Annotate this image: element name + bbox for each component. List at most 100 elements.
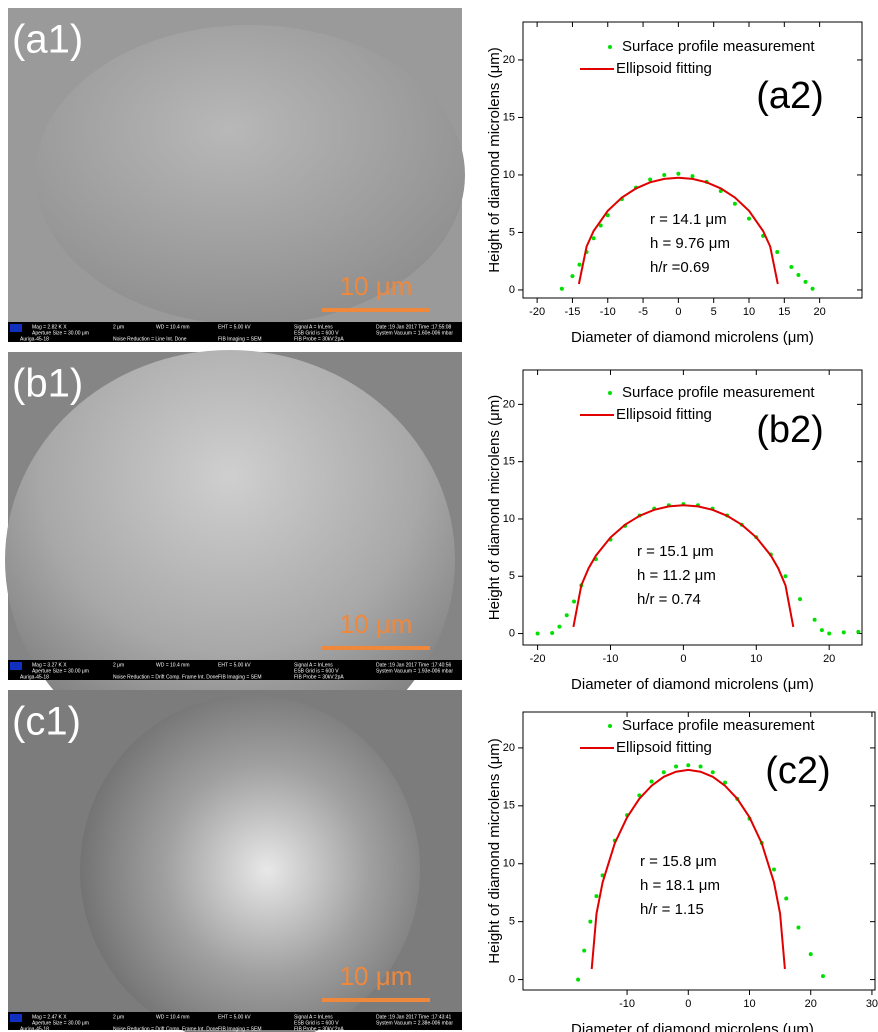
data-point	[810, 286, 815, 291]
logo	[10, 324, 22, 332]
info-text: Mag = 2.82 K X	[32, 324, 67, 330]
data-point	[690, 174, 695, 179]
info-text: Aperture Size = 30.00 μm	[32, 1020, 89, 1026]
data-point	[662, 172, 667, 177]
legend-marker	[608, 724, 612, 728]
data-point	[661, 770, 666, 775]
data-point	[732, 201, 737, 206]
x-tick-label: 10	[750, 653, 762, 665]
fit-line	[577, 176, 779, 285]
data-point	[841, 630, 846, 635]
x-tick-label: 0	[685, 998, 691, 1010]
data-point	[808, 952, 813, 957]
info-text: 2 μm	[113, 1014, 124, 1020]
x-axis-label: Diameter of diamond microlens (μm)	[571, 1021, 814, 1032]
data-point	[674, 764, 679, 769]
info-text: System Vacuum = 1.93e-006 mbar	[376, 668, 453, 674]
info-text: FIB Probe = 30kV:2pA	[294, 336, 344, 342]
annotation: h/r = 0.74	[637, 591, 701, 608]
data-point	[798, 597, 803, 602]
info-text: Noise Reduction = Drift Comp. Frame Int.…	[113, 674, 218, 680]
info-text: FIB Probe = 30kV:2pA	[294, 1026, 344, 1032]
logo	[10, 1014, 22, 1022]
x-tick-label: -10	[619, 998, 635, 1010]
data-point	[559, 286, 564, 291]
y-tick-label: 0	[509, 627, 515, 639]
info-text: EHT = 5.00 kV	[218, 324, 251, 330]
data-point	[827, 631, 832, 636]
y-tick-label: 5	[509, 226, 515, 238]
data-point	[698, 764, 703, 769]
plot-frame	[522, 21, 863, 299]
data-point	[550, 630, 555, 635]
info-text: FIB Imaging = SEM	[218, 674, 262, 680]
legend-label: Ellipsoid fitting	[616, 739, 712, 756]
legend-marker	[608, 391, 612, 395]
annotation: h = 11.2 μm	[637, 567, 716, 584]
x-tick-label: -5	[638, 306, 648, 318]
data-point	[570, 274, 575, 279]
scale-bar-label: 10 μm	[340, 961, 413, 991]
info-text: Mag = 3.27 K X	[32, 662, 67, 668]
data-point	[856, 629, 861, 634]
x-tick-label: -15	[564, 306, 580, 318]
y-tick-label: 20	[503, 742, 515, 754]
data-point	[598, 223, 603, 228]
legend-label: Ellipsoid fitting	[616, 406, 712, 423]
y-tick-label: 15	[503, 456, 515, 468]
data-point	[676, 171, 681, 176]
legend-label: Surface profile measurement	[622, 38, 815, 55]
info-text: Date :19 Jan 2017 Time :17:40:56	[376, 662, 452, 668]
info-text: ESB Grid is = 600 V	[294, 668, 339, 674]
x-tick-label: -20	[529, 306, 545, 318]
info-text: FIB Probe = 30kV:2pA	[294, 674, 344, 680]
annotation: h/r =0.69	[650, 259, 710, 276]
info-text: WD = 10.4 mm	[156, 1014, 189, 1020]
data-point	[771, 867, 776, 872]
info-text: ESB Grid is = 600 V	[294, 1020, 339, 1026]
y-tick-label: 0	[509, 284, 515, 296]
x-tick-label: 30	[866, 998, 878, 1010]
info-text: System Vacuum = 2.38e-006 mbar	[376, 1020, 453, 1026]
info-text: Aperture Size = 30.00 μm	[32, 330, 89, 336]
x-tick-label: 20	[814, 306, 826, 318]
y-tick-label: 10	[503, 513, 515, 525]
data-point	[648, 177, 653, 182]
data-point	[796, 925, 801, 930]
annotation: h/r = 1.15	[640, 901, 704, 918]
data-point	[710, 770, 715, 775]
data-point	[820, 974, 825, 979]
x-tick-label: 0	[675, 306, 681, 318]
y-tick-label: 5	[509, 916, 515, 928]
sem-b1	[5, 350, 462, 770]
data-point	[775, 250, 780, 254]
data-point	[557, 624, 562, 629]
fit-line	[572, 504, 795, 628]
data-point	[588, 919, 593, 924]
panel-label: (a1)	[12, 18, 83, 62]
x-axis-label: Diameter of diamond microlens (μm)	[571, 676, 814, 693]
info-text: Mag = 2.47 K X	[32, 1014, 67, 1020]
info-text: 2 μm	[113, 324, 124, 330]
y-tick-label: 15	[503, 111, 515, 123]
data-point	[591, 236, 596, 241]
info-text: FIB Imaging = SEM	[218, 1026, 262, 1032]
info-text: System Vacuum = 1.60e-006 mbar	[376, 330, 453, 336]
annotation: r = 14.1 μm	[650, 211, 727, 228]
y-tick-label: 20	[503, 54, 515, 66]
fit-line	[590, 768, 786, 970]
info-text: FIB Imaging = SEM	[218, 336, 262, 342]
annotation: r = 15.8 μm	[640, 853, 717, 870]
data-point	[576, 977, 581, 982]
data-point	[812, 617, 817, 622]
sem-a1	[8, 8, 465, 342]
x-tick-label: 10	[743, 306, 755, 318]
info-text: 2 μm	[113, 662, 124, 668]
annotation: h = 9.76 μm	[650, 235, 730, 252]
data-point	[564, 613, 569, 618]
plot-frame	[522, 369, 863, 646]
data-point	[577, 262, 582, 267]
panel-label: (b2)	[756, 409, 824, 451]
